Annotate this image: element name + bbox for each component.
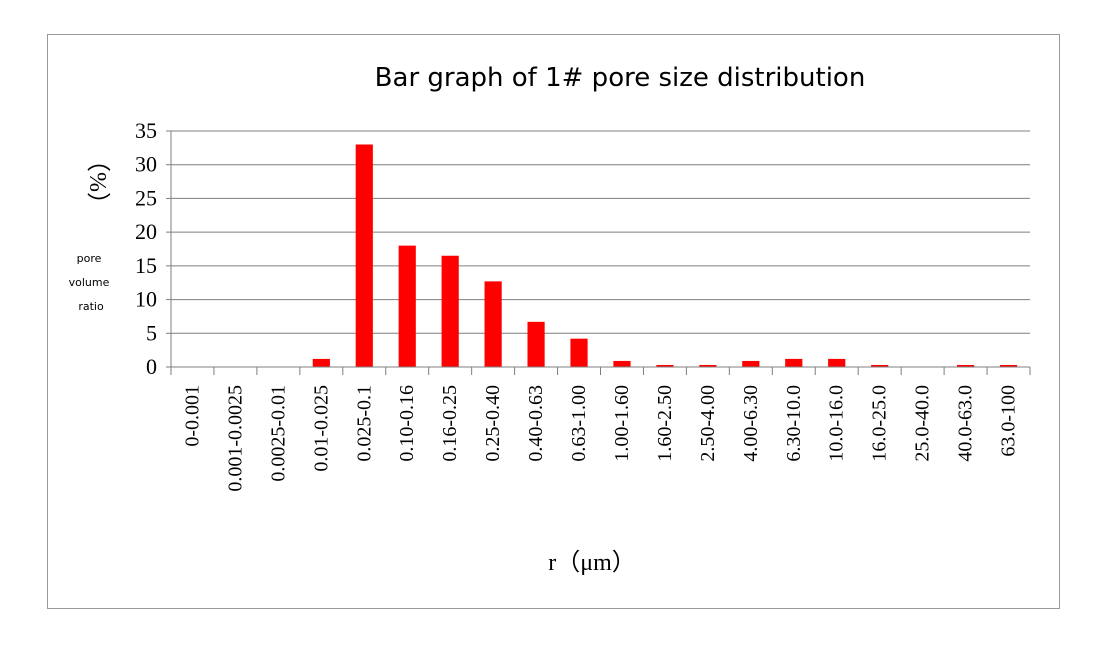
y-tick-label: 0	[146, 354, 157, 379]
bar-0.10-0.16	[398, 245, 416, 367]
bar-63.0-100	[999, 364, 1018, 367]
y-tick-label: 30	[135, 152, 157, 177]
x-tick-label: 1.00-1.60	[611, 385, 633, 462]
bar-0.16-0.25	[441, 255, 459, 367]
bars	[312, 144, 1018, 367]
x-tick-label: 16.0-25.0	[869, 385, 891, 462]
bar-16.0-25.0	[871, 364, 889, 367]
x-tick-label: 0.025-0.1	[353, 385, 375, 462]
y-tick-label: 25	[135, 185, 157, 210]
x-tick-label: 0.001-0.0025	[224, 385, 246, 492]
y-tick-label: 10	[135, 287, 157, 312]
bar-10.0-16.0	[828, 358, 846, 367]
x-tick-label: 4.00-6.30	[740, 385, 762, 462]
axes	[166, 130, 1031, 375]
x-tick-label: 0-0.001	[181, 385, 203, 447]
x-tick-label: 1.60-2.50	[654, 385, 676, 462]
x-tick-label: 0.10-0.16	[396, 385, 418, 462]
bar-0.63-1.00	[570, 338, 588, 367]
x-tick-label: 0.0025-0.01	[267, 385, 289, 482]
x-axis-label: r（μm）	[548, 550, 636, 576]
bar-1.60-2.50	[656, 364, 674, 367]
bar-6.30-10.0	[785, 358, 803, 367]
x-tick-label: 2.50-4.00	[697, 385, 719, 462]
grid-lines	[171, 130, 1030, 334]
chart-frame	[47, 34, 1060, 609]
bar-2.50-4.00	[699, 364, 717, 367]
bar-0.40-0.63	[527, 321, 545, 367]
bar-0.025-0.1	[355, 144, 373, 367]
bar-40.0-63.0	[956, 364, 975, 367]
y-tick-label: 20	[135, 219, 157, 244]
x-tick-label: 10.0-16.0	[826, 385, 848, 462]
bar-0.01-0.025	[312, 358, 330, 367]
y-tick-label: 5	[146, 320, 157, 345]
x-tick-label: 40.0-63.0	[955, 385, 977, 462]
bar-1.00-1.60	[613, 360, 631, 367]
x-tick-label: 0.16-0.25	[439, 385, 461, 462]
y-axis-label-line-3: ratio	[78, 300, 104, 313]
chart-title: Bar graph of 1# pore size distribution	[375, 63, 866, 93]
x-tick-label: 0.63-1.00	[568, 385, 590, 462]
x-tick-label: 63.0-100	[998, 385, 1020, 457]
x-tick-label: 6.30-10.0	[783, 385, 805, 462]
y-axis-label-line-2: volume	[69, 276, 110, 289]
y-tick-label: 15	[135, 253, 157, 278]
x-tick-label: 0.25-0.40	[482, 385, 504, 462]
x-tick-labels: 0-0.001 0.001-0.0025 0.0025-0.01 0.01-0.025…	[181, 385, 1019, 492]
x-tick-label: 0.01-0.025	[310, 385, 332, 472]
y-tick-label: 35	[135, 118, 157, 143]
x-tick-label: 25.0-40.0	[912, 385, 934, 462]
bar-4.00-6.30	[742, 360, 760, 367]
x-tick-label: 0.40-0.63	[525, 385, 547, 462]
bar-0.25-0.40	[484, 281, 502, 367]
y-axis-unit: （%）	[84, 148, 110, 216]
y-tick-labels: 0 5 10 15 20 25 30 35	[135, 118, 157, 379]
y-axis-label-line-1: pore	[77, 252, 102, 265]
